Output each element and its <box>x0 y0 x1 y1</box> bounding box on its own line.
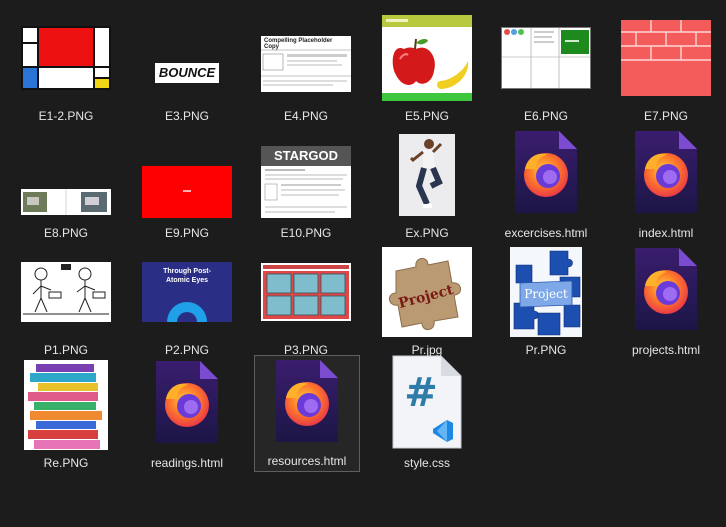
file-item-e3[interactable]: BOUNCE E3.PNG <box>131 10 243 124</box>
vscode-css-document-icon: # <box>391 354 463 455</box>
file-item-e5[interactable]: E5.PNG <box>371 10 483 124</box>
file-name: E10.PNG <box>280 226 332 240</box>
file-name: style.css <box>403 456 450 470</box>
mondrian-thumbnail <box>21 25 111 90</box>
puzzle-piece-thumbnail: Project <box>382 246 472 337</box>
file-name: excercises.html <box>504 226 588 240</box>
runner-photo-thumbnail <box>399 133 455 216</box>
file-item-re[interactable]: Re.PNG <box>10 357 122 471</box>
tile-grid-thumbnail <box>261 262 351 321</box>
layout-grid-thumbnail <box>501 26 591 89</box>
file-item-resources-html[interactable]: resources.html <box>254 355 360 472</box>
file-name: E8.PNG <box>43 226 88 240</box>
stargod-page-thumbnail: STARGOD <box>261 145 351 218</box>
file-item-e6[interactable]: E6.PNG <box>490 10 602 124</box>
puzzle-word: Project <box>524 287 568 301</box>
file-name: E3.PNG <box>164 109 209 123</box>
file-name: E1-2.PNG <box>38 109 94 123</box>
file-name: projects.html <box>631 343 701 357</box>
firefox-document-icon <box>513 129 579 220</box>
file-name: E9.PNG <box>164 226 209 240</box>
firefox-document-icon <box>633 246 699 337</box>
file-item-readings-html[interactable]: readings.html <box>131 357 243 471</box>
file-name: E5.PNG <box>404 109 449 123</box>
bounce-text-thumbnail: BOUNCE <box>155 62 219 83</box>
fruit-page-thumbnail <box>382 14 472 101</box>
firefox-document-icon <box>274 358 340 449</box>
file-item-ex[interactable]: Ex.PNG <box>371 127 483 241</box>
file-item-p1[interactable]: P1.PNG <box>10 244 122 358</box>
file-name: E7.PNG <box>643 109 688 123</box>
file-item-e4[interactable]: Compelling Placeholder Copy E4.PNG <box>250 10 362 124</box>
file-name: Pr.PNG <box>525 343 567 357</box>
file-item-projects-html[interactable]: projects.html <box>610 244 722 358</box>
firefox-document-icon <box>154 359 220 450</box>
file-name: E6.PNG <box>523 109 568 123</box>
firefox-document-icon <box>633 129 699 220</box>
file-item-pr-jpg[interactable]: Project Pr.jpg <box>371 244 483 358</box>
file-name: P3.PNG <box>283 343 328 357</box>
file-item-p2[interactable]: Through Post-Atomic Eyes P2.PNG <box>131 244 243 358</box>
post-atomic-poster-thumbnail: Through Post-Atomic Eyes <box>142 261 232 322</box>
file-item-index-html[interactable]: index.html <box>610 127 722 241</box>
file-name: resources.html <box>267 454 347 468</box>
file-item-style-css[interactable]: # style.css <box>371 354 483 471</box>
file-name: index.html <box>638 226 694 240</box>
file-item-e10[interactable]: STARGOD E10.PNG <box>250 127 362 241</box>
file-name: P2.PNG <box>164 343 209 357</box>
file-name: E4.PNG <box>283 109 328 123</box>
svg-text:#: # <box>404 370 438 416</box>
red-bricks-thumbnail <box>621 19 711 96</box>
blue-puzzle-thumbnail: Project <box>510 246 582 337</box>
file-name: Pr.jpg <box>411 343 443 357</box>
book-stack-thumbnail <box>24 359 108 450</box>
file-name: readings.html <box>150 456 224 470</box>
two-photos-thumbnail <box>21 189 111 215</box>
red-box-thumbnail <box>142 165 232 218</box>
file-item-e1-2[interactable]: E1-2.PNG <box>10 10 122 124</box>
file-item-e9[interactable]: E9.PNG <box>131 127 243 241</box>
file-name: P1.PNG <box>43 343 88 357</box>
file-item-e7[interactable]: E7.PNG <box>610 10 722 124</box>
placeholder-page-thumbnail: Compelling Placeholder Copy <box>261 35 351 92</box>
file-name: Re.PNG <box>43 456 89 470</box>
file-name: Ex.PNG <box>405 226 449 240</box>
file-item-e8[interactable]: E8.PNG <box>10 127 122 241</box>
stick-figures-thumbnail <box>21 261 111 322</box>
file-item-pr-png[interactable]: Project Pr.PNG <box>490 244 602 358</box>
file-item-excercises-html[interactable]: excercises.html <box>490 127 602 241</box>
file-item-p3[interactable]: P3.PNG <box>250 244 362 358</box>
